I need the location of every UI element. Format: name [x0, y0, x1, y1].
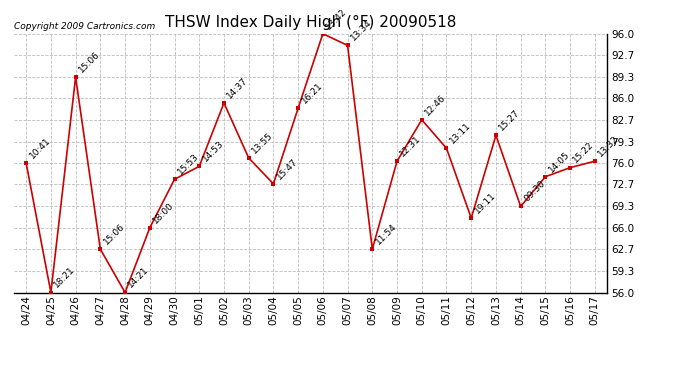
Text: 18:21: 18:21	[52, 265, 77, 290]
Text: 12:46: 12:46	[423, 93, 448, 117]
Text: 12:31: 12:31	[398, 134, 423, 158]
Text: 13:42: 13:42	[324, 6, 348, 31]
Text: 13:55: 13:55	[250, 130, 275, 155]
Text: 15:47: 15:47	[275, 156, 299, 181]
Text: 15:27: 15:27	[497, 108, 522, 132]
Text: 19:11: 19:11	[473, 190, 497, 215]
Text: 14:37: 14:37	[226, 76, 250, 100]
Text: 09:30: 09:30	[522, 179, 546, 204]
Text: 10:41: 10:41	[28, 136, 52, 160]
Text: 11:54: 11:54	[374, 222, 398, 246]
Text: Copyright 2009 Cartronics.com: Copyright 2009 Cartronics.com	[14, 22, 155, 31]
Text: THSW Index Daily High (°F) 20090518: THSW Index Daily High (°F) 20090518	[165, 15, 456, 30]
Text: 15:22: 15:22	[571, 140, 596, 165]
Text: 13:11: 13:11	[448, 121, 473, 146]
Text: 14:53: 14:53	[201, 139, 225, 164]
Text: 18:00: 18:00	[151, 200, 176, 225]
Text: 15:06: 15:06	[101, 222, 126, 246]
Text: 14:21: 14:21	[126, 265, 151, 290]
Text: 13:34: 13:34	[349, 18, 373, 43]
Text: 15:06: 15:06	[77, 50, 101, 74]
Text: 15:53: 15:53	[176, 152, 201, 177]
Text: 16:21: 16:21	[299, 81, 324, 105]
Text: 13:32: 13:32	[596, 134, 621, 158]
Text: 14:05: 14:05	[546, 149, 571, 174]
